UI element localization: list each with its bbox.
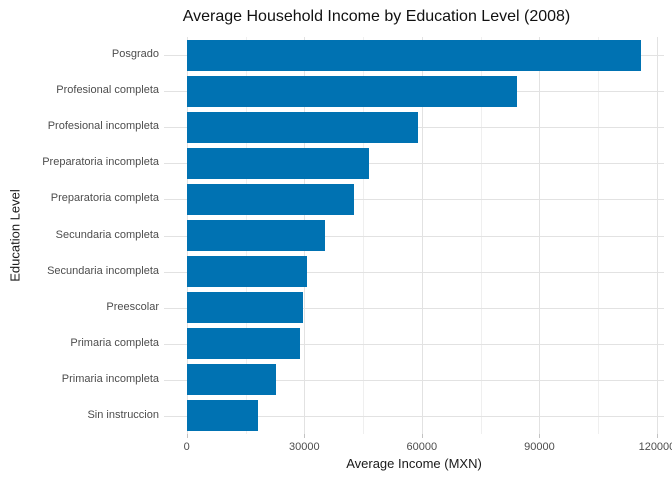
x-axis-tick <box>656 434 658 438</box>
bar <box>186 183 354 215</box>
bar <box>186 256 308 288</box>
x-axis-tick <box>186 434 188 438</box>
x-axis-tick <box>539 434 541 438</box>
x-axis-title: Average Income (MXN) <box>346 456 482 471</box>
bar <box>186 111 419 143</box>
y-axis-tick-label: Sin instruccion <box>87 408 159 421</box>
gridline-major-horizontal <box>164 271 664 273</box>
x-axis-tick-label: 60000 <box>406 441 438 453</box>
x-axis-tick-label: 90000 <box>524 441 555 453</box>
y-axis-tick-label: Primaria completa <box>70 336 159 349</box>
y-axis-tick-label: Posgrado <box>111 48 159 61</box>
y-axis-tick-label: Primaria incompleta <box>61 372 159 385</box>
bar <box>186 400 259 432</box>
gridline-major-horizontal <box>164 307 664 309</box>
x-axis-tick-label: 30000 <box>288 441 320 453</box>
bar <box>186 75 518 107</box>
x-axis-tick-label: 0 <box>183 441 190 453</box>
gridline-major-horizontal <box>164 343 664 345</box>
y-axis-tick-label: Preescolar <box>106 300 159 313</box>
bar <box>186 147 370 179</box>
gridline-major-horizontal <box>164 379 664 381</box>
gridline-major-horizontal <box>164 235 664 237</box>
bar <box>186 220 325 251</box>
gridline-major-horizontal <box>164 199 664 201</box>
x-axis-tick <box>304 434 306 438</box>
x-axis-tick-label: 120000 <box>638 441 672 453</box>
y-axis-tick-label: Preparatoria completa <box>50 192 159 205</box>
y-axis-tick-label: Profesional incompleta <box>47 120 159 133</box>
y-axis-tick-label: Profesional completa <box>56 84 159 97</box>
x-axis-tick <box>421 434 423 438</box>
bar <box>186 328 300 360</box>
plot-panel <box>164 37 664 434</box>
bar <box>186 292 304 324</box>
bar <box>186 39 642 71</box>
chart-title: Average Household Income by Education Le… <box>182 8 571 25</box>
gridline-major-horizontal <box>164 163 664 165</box>
y-axis-tick-label: Secundaria incompleta <box>47 264 159 277</box>
y-axis-tick-label: Secundaria completa <box>55 228 159 241</box>
bar <box>186 364 277 396</box>
y-axis-tick-label: Preparatoria incompleta <box>42 156 159 169</box>
gridline-major-horizontal <box>164 415 664 417</box>
